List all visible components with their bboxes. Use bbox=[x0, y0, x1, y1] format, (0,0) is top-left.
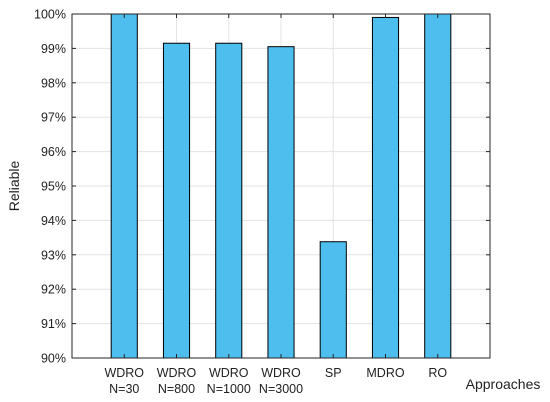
bar bbox=[215, 42, 243, 359]
y-tick-label: 91% bbox=[41, 317, 66, 331]
x-tick-label: RO bbox=[428, 366, 447, 380]
x-tick-label: WDRO bbox=[209, 366, 249, 380]
y-tick-label: 94% bbox=[41, 214, 66, 228]
x-axis-ticks: WDRO N=30 WDRO N=800 WDRO N=1000 WDRO N=3000 SP M… bbox=[104, 14, 447, 396]
bar bbox=[319, 241, 347, 359]
y-tick-label: 95% bbox=[41, 180, 66, 194]
y-tick-label: 97% bbox=[41, 111, 66, 125]
y-tick-label: 98% bbox=[41, 76, 66, 90]
y-tick-label: 90% bbox=[41, 352, 66, 366]
x-tick-label: N=1000 bbox=[207, 382, 251, 396]
y-tick-label: 93% bbox=[41, 248, 66, 262]
y-tick-label: 99% bbox=[41, 42, 66, 56]
bar bbox=[371, 16, 400, 359]
y-tick-label: 100% bbox=[34, 8, 66, 22]
x-tick-label: SP bbox=[325, 366, 342, 380]
y-tick-label: 92% bbox=[41, 283, 66, 297]
y-tick-label: 96% bbox=[41, 145, 66, 159]
bar bbox=[162, 42, 191, 359]
bar bbox=[110, 13, 138, 359]
y-axis-title: Reliable bbox=[6, 160, 22, 211]
bars bbox=[110, 13, 452, 359]
x-tick-label: N=3000 bbox=[259, 382, 303, 396]
y-axis-ticks: 90% 91% 92% 93% 94% 95% 96% 97% 98% 99% 100% bbox=[34, 8, 490, 366]
x-tick-label: N=30 bbox=[109, 382, 139, 396]
x-tick-label: MDRO bbox=[366, 366, 404, 380]
bar bbox=[424, 13, 452, 359]
x-tick-label: N=800 bbox=[158, 382, 195, 396]
bar bbox=[267, 46, 295, 359]
x-tick-label: WDRO bbox=[261, 366, 301, 380]
x-tick-label: WDRO bbox=[157, 366, 197, 380]
x-tick-label: WDRO bbox=[104, 366, 144, 380]
x-axis-title: Approaches bbox=[466, 376, 541, 392]
